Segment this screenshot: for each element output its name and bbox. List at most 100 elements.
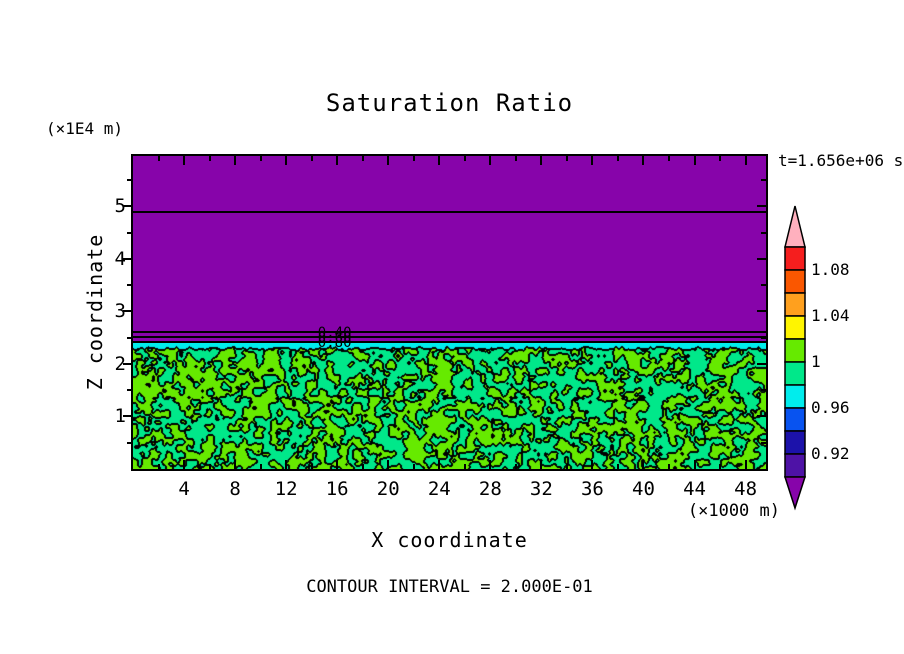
- x-axis-tick: [540, 156, 542, 165]
- contour-label: 0.80: [317, 335, 352, 351]
- colorbar-tick-label: 0.92: [811, 444, 850, 463]
- x-axis-tick: [311, 156, 313, 161]
- saturated-noise-region: [133, 343, 766, 469]
- x-axis-tick: [515, 464, 517, 469]
- y-tick-label: 1: [114, 405, 126, 428]
- colorbar-segment: [784, 430, 806, 455]
- x-tick-label: 36: [580, 478, 604, 500]
- x-axis-tick: [234, 156, 236, 165]
- y-axis-tick: [757, 258, 766, 260]
- colorbar-arrow: [784, 205, 806, 248]
- y-axis-tick: [127, 337, 132, 339]
- y-axis-unit-label: (×1E4 m): [46, 119, 124, 138]
- y-axis-tick: [757, 415, 766, 417]
- y-tick-label: 4: [114, 247, 126, 270]
- x-axis-tick: [694, 460, 696, 469]
- y-axis-tick: [127, 179, 132, 181]
- x-axis-tick: [591, 460, 593, 469]
- x-axis-tick: [591, 156, 593, 165]
- x-axis-tick: [464, 156, 466, 161]
- y-axis-tick: [761, 389, 766, 391]
- x-axis-tick: [260, 156, 262, 161]
- contour-line: [133, 331, 766, 333]
- y-axis-tick: [757, 205, 766, 207]
- x-axis-tick: [336, 156, 338, 165]
- contour-interval-note: CONTOUR INTERVAL = 2.000E-01: [306, 577, 593, 597]
- x-axis-tick: [413, 464, 415, 469]
- x-tick-label: 28: [478, 478, 502, 500]
- colorbar-tick-label: 1.08: [811, 260, 850, 279]
- contour-line: [133, 341, 766, 343]
- colorbar-segment: [784, 292, 806, 317]
- x-axis-unit-label: (×1000 m): [687, 501, 780, 521]
- colorbar-tick-label: 1.04: [811, 306, 850, 325]
- x-axis-tick: [362, 156, 364, 161]
- x-axis-tick: [285, 460, 287, 469]
- y-tick-label: 3: [114, 300, 126, 323]
- x-axis-tick: [719, 156, 721, 161]
- x-axis-tick: [694, 156, 696, 165]
- x-tick-label: 32: [529, 478, 553, 500]
- x-axis-tick: [158, 156, 160, 161]
- x-axis-tick: [413, 156, 415, 161]
- x-axis-tick: [745, 460, 747, 469]
- time-annotation: t=1.656e+06 s: [778, 151, 904, 170]
- y-axis-tick: [761, 337, 766, 339]
- y-axis-tick: [127, 284, 132, 286]
- x-axis-tick: [234, 460, 236, 469]
- y-tick-label: 2: [114, 352, 126, 375]
- x-axis-tick: [209, 464, 211, 469]
- plot-area: 0.40 0.60 0.80: [133, 156, 766, 469]
- y-axis-tick: [123, 205, 132, 207]
- x-axis-tick: [489, 460, 491, 469]
- y-axis-tick: [123, 258, 132, 260]
- y-axis-tick: [761, 284, 766, 286]
- x-axis-tick: [668, 156, 670, 161]
- x-axis-tick: [209, 156, 211, 161]
- x-axis-tick: [489, 156, 491, 165]
- y-axis-tick: [123, 310, 132, 312]
- x-axis-tick: [183, 156, 185, 165]
- colorbar-segment: [784, 384, 806, 409]
- y-axis-tick: [757, 363, 766, 365]
- y-axis-tick: [123, 363, 132, 365]
- colorbar-tick-label: 0.96: [811, 398, 850, 417]
- x-tick-label: 20: [376, 478, 400, 500]
- colorbar-segment: [784, 246, 806, 271]
- colorbar-segment: [784, 269, 806, 294]
- x-axis-tick: [260, 464, 262, 469]
- x-axis-tick: [158, 464, 160, 469]
- x-axis-tick: [387, 460, 389, 469]
- contour-line: [133, 211, 766, 213]
- x-axis-tick: [387, 156, 389, 165]
- y-axis-tick: [123, 415, 132, 417]
- x-axis-tick: [438, 156, 440, 165]
- x-axis-tick: [642, 156, 644, 165]
- y-tick-label: 5: [114, 195, 126, 218]
- y-axis-tick: [127, 232, 132, 234]
- x-axis-tick: [642, 460, 644, 469]
- y-axis-tick: [761, 179, 766, 181]
- x-tick-label: 24: [427, 478, 451, 500]
- x-tick-label: 48: [734, 478, 758, 500]
- y-axis-tick: [757, 310, 766, 312]
- page-title: Saturation Ratio: [325, 89, 574, 117]
- x-axis-title: X coordinate: [371, 528, 528, 552]
- colorbar-segment: [784, 338, 806, 363]
- x-axis-tick: [336, 460, 338, 469]
- x-axis-tick: [464, 464, 466, 469]
- x-axis-tick: [745, 156, 747, 165]
- x-axis-tick: [617, 464, 619, 469]
- y-axis-tick: [127, 442, 132, 444]
- x-axis-tick: [719, 464, 721, 469]
- colorbar-segment: [784, 407, 806, 432]
- x-axis-tick: [566, 464, 568, 469]
- x-tick-label: 44: [683, 478, 706, 500]
- x-tick-label: 16: [325, 478, 349, 500]
- y-axis-tick: [127, 389, 132, 391]
- y-axis-tick: [761, 442, 766, 444]
- x-tick-label: 4: [178, 478, 190, 500]
- colorbar: [783, 205, 807, 511]
- colorbar-segment: [784, 453, 806, 478]
- x-axis-tick: [311, 464, 313, 469]
